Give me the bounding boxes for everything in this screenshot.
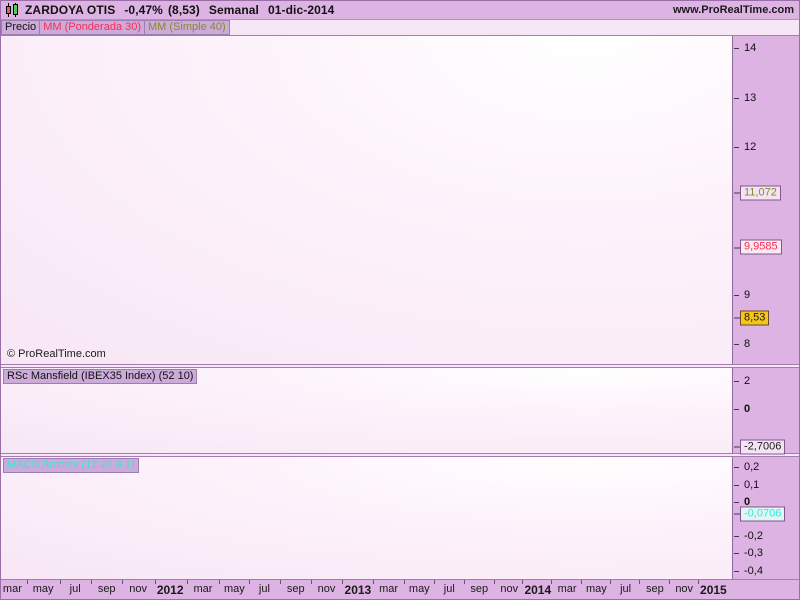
date-label-2012: 2012 — [156, 583, 184, 597]
legend-item-precio[interactable]: Precio — [1, 20, 40, 35]
date-tick — [463, 580, 465, 584]
watermark-text: © ProRealTime.com — [7, 348, 106, 360]
date-tick — [280, 580, 282, 584]
macd-tick-5: -0,4 — [733, 565, 763, 577]
price-y-axis[interactable]: 14 13 12 9 8 11,072 9,9585 8,53 — [732, 36, 799, 364]
price-tick-14: 14 — [733, 42, 756, 54]
macd-tick-4: -0,3 — [733, 547, 763, 559]
rsc-mansfield-panel[interactable]: RSc Mansfield (IBEX35 Index) (52 10) 2 0 -… — [1, 367, 799, 455]
macd-plot-area[interactable]: MACD Arcoiris (12 26 9 1) — [1, 457, 732, 579]
date-label-mar: mar — [379, 583, 399, 595]
macd-plot-background — [1, 457, 732, 579]
price-tick-12: 12 — [733, 141, 756, 153]
date-tick — [372, 580, 374, 584]
macd-tick-2: 0 — [733, 496, 750, 508]
macd-panel-title[interactable]: MACD Arcoiris (12 26 9 1) — [3, 458, 139, 473]
timeframe-label: Semanal — [208, 3, 259, 17]
date-tick — [609, 580, 611, 584]
rsc-panel-title[interactable]: RSc Mansfield (IBEX35 Index) (52 10) — [3, 369, 198, 384]
date-label-nov: nov — [675, 583, 694, 595]
price-plot-background — [1, 36, 732, 364]
date-tick — [248, 580, 250, 584]
date-tick — [433, 580, 435, 584]
date-label-nov: nov — [317, 583, 336, 595]
date-tick — [580, 580, 582, 584]
chart-title-bar: ZARDOYA OTIS -0,47% (8,53) Semanal 01-di… — [1, 1, 799, 20]
date-label-2015: 2015 — [700, 583, 727, 597]
mm40-value-badge: 11,072 — [734, 185, 781, 201]
date-tick — [59, 580, 61, 584]
price-plot-area[interactable]: © ProRealTime.com — [1, 36, 732, 364]
date-label-jul: jul — [620, 583, 632, 595]
date-label-mar: mar — [2, 583, 22, 595]
date-label-sep: sep — [97, 583, 116, 595]
date-tick — [668, 580, 670, 584]
date-label-jul: jul — [443, 583, 455, 595]
legend-item-mm-ponderada-30[interactable]: MM (Ponderada 30) — [39, 20, 145, 35]
date-tick — [342, 580, 344, 584]
date-tick — [522, 580, 524, 584]
date-label-sep: sep — [470, 583, 489, 595]
date-tick — [154, 580, 156, 584]
instrument-name: ZARDOYA OTIS — [25, 3, 116, 17]
date-label-sep: sep — [646, 583, 664, 595]
date-axis[interactable]: mar may jul sep nov 2012 mar may jul sep nov 2013 ma… — [1, 579, 799, 599]
price-tick-13: 13 — [733, 92, 756, 104]
date-tick — [27, 580, 29, 584]
price-legend-bar: Precio MM (Ponderada 30) MM (Simple 40) — [1, 20, 230, 35]
date-label-may: may — [408, 583, 430, 595]
date-tick — [697, 580, 699, 584]
chart-date: 01-dic-2014 — [267, 3, 335, 17]
legend-item-mm-simple-40[interactable]: MM (Simple 40) — [144, 20, 230, 35]
macd-y-axis[interactable]: 0,2 0,1 0 -0,2 -0,3 -0,4 -0,0706 — [732, 457, 799, 579]
date-tick — [218, 580, 220, 584]
date-label-2013: 2013 — [344, 583, 372, 597]
date-tick — [493, 580, 495, 584]
macd-tick-1: 0,1 — [733, 479, 759, 491]
date-label-may: may — [32, 583, 54, 595]
candlestick-icon — [5, 3, 21, 17]
macd-tick-0: 0,2 — [733, 461, 759, 473]
date-label-2014: 2014 — [524, 583, 552, 597]
macd-value-badge: -0,0706 — [733, 506, 786, 522]
date-label-nov: nov — [129, 583, 147, 595]
rsc-value-badge: -2,7006 — [733, 439, 786, 455]
rsc-tick-1: 0 — [733, 403, 750, 415]
last-price-badge: 8,53 — [733, 310, 770, 326]
date-tick — [122, 580, 124, 584]
date-label-jul: jul — [69, 583, 81, 595]
date-tick — [187, 580, 189, 584]
date-tick — [551, 580, 553, 584]
date-tick — [403, 580, 405, 584]
date-tick — [90, 580, 92, 584]
date-tick — [639, 580, 641, 584]
rsc-tick-0: 2 — [733, 375, 750, 387]
macd-arcoiris-panel[interactable]: MACD Arcoiris (12 26 9 1) 0,2 0,1 0 -0,2 -0,… — [1, 456, 799, 580]
date-label-jul: jul — [258, 583, 270, 595]
date-label-mar: mar — [557, 583, 577, 595]
date-tick — [310, 580, 312, 584]
price-tick-9: 9 — [733, 289, 750, 301]
brand-label: www.ProRealTime.com — [672, 4, 794, 16]
rsc-y-axis[interactable]: 2 0 -2,7006 — [732, 368, 799, 455]
date-label-sep: sep — [286, 583, 305, 595]
macd-tick-3: -0,2 — [733, 530, 763, 542]
date-label-may: may — [224, 583, 245, 595]
mm30-value-badge: 9,9585 — [734, 239, 782, 255]
date-label-nov: nov — [500, 583, 519, 595]
rsc-plot-area[interactable]: RSc Mansfield (IBEX35 Index) (52 10) — [1, 368, 732, 453]
price-tick-8: 8 — [733, 338, 750, 350]
date-label-may: may — [586, 583, 607, 595]
change-percent: -0,47% — [124, 3, 163, 17]
last-price-value: (8,53) — [167, 3, 200, 17]
price-panel[interactable]: © ProRealTime.com 14 13 12 9 8 11,072 9,9585 8,… — [1, 35, 799, 365]
date-label-mar: mar — [193, 583, 213, 595]
